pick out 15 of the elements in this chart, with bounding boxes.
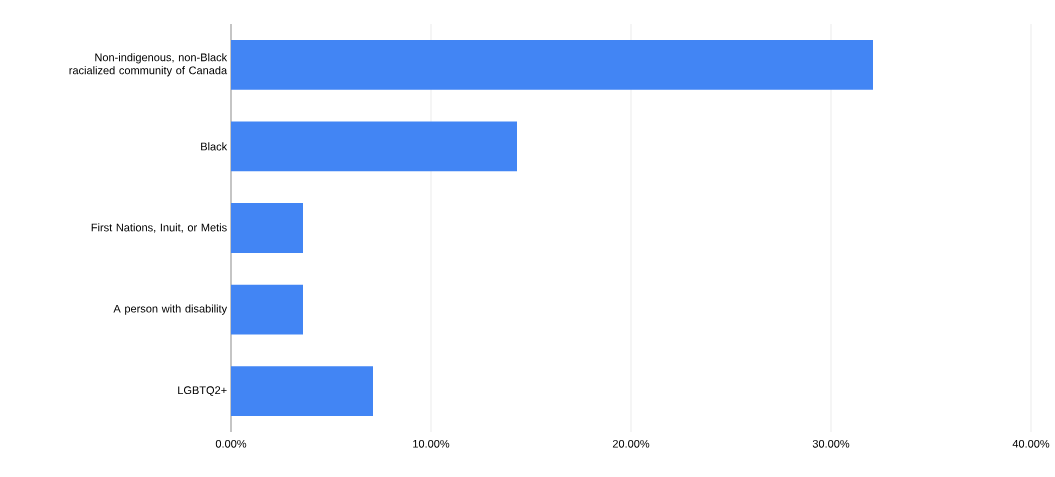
bar — [231, 203, 303, 253]
x-tick-label: 20.00% — [612, 439, 650, 448]
bar — [231, 121, 518, 172]
y-tick-label: First Nations, Inuit, or Metis — [91, 223, 227, 233]
x-tick-label: 40.00% — [1012, 439, 1050, 448]
y-tick-label: LGBTQ2+ — [178, 386, 227, 397]
bar — [231, 366, 373, 417]
y-tick-label: A person with disability — [113, 304, 228, 315]
bar — [231, 284, 303, 335]
y-tick-label: Black — [201, 142, 228, 151]
x-tick-label: 30.00% — [812, 439, 850, 448]
x-tick-label: 10.00% — [413, 439, 450, 448]
bar — [231, 39, 874, 90]
y-tick-label: Non-indigenous, non-Black racialized community of Canada — [69, 53, 228, 77]
x-tick-label: 0.00% — [215, 439, 247, 448]
